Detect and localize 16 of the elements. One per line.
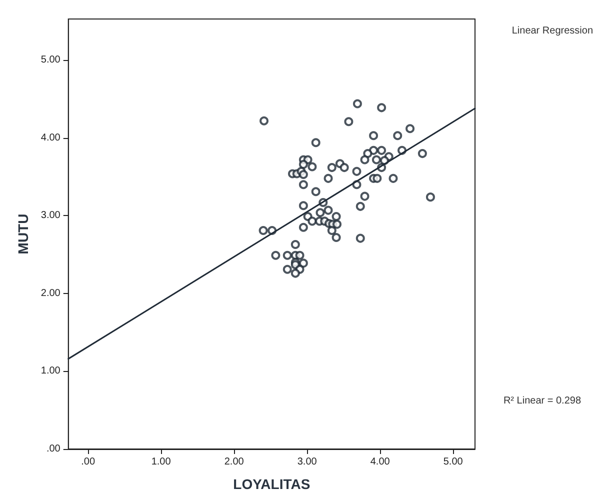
- x-tick-label: 4.00: [370, 456, 390, 468]
- y-tick-label: 4.00: [40, 132, 61, 144]
- y-axis-title: MUTU: [15, 214, 31, 254]
- y-tick-label: 3.00: [40, 210, 61, 222]
- x-tick-label: 3.00: [297, 456, 318, 468]
- x-axis-title: LOYALITAS: [233, 476, 310, 492]
- y-tick-label: 1.00: [40, 366, 61, 377]
- text: R² Linear = 0.298: [503, 396, 582, 406]
- y-tick-label: 2.00: [40, 288, 61, 299]
- y-tick-label: 5.00: [40, 54, 61, 66]
- x-tick-label: 1.00: [151, 456, 172, 468]
- x-tick-label: 5.00: [443, 456, 464, 468]
- x-tick-label: 2.00: [224, 456, 244, 468]
- text: Linear Regression: [512, 26, 594, 36]
- x-tick-label: .00: [81, 456, 96, 468]
- y-tick-label: .00: [46, 444, 61, 454]
